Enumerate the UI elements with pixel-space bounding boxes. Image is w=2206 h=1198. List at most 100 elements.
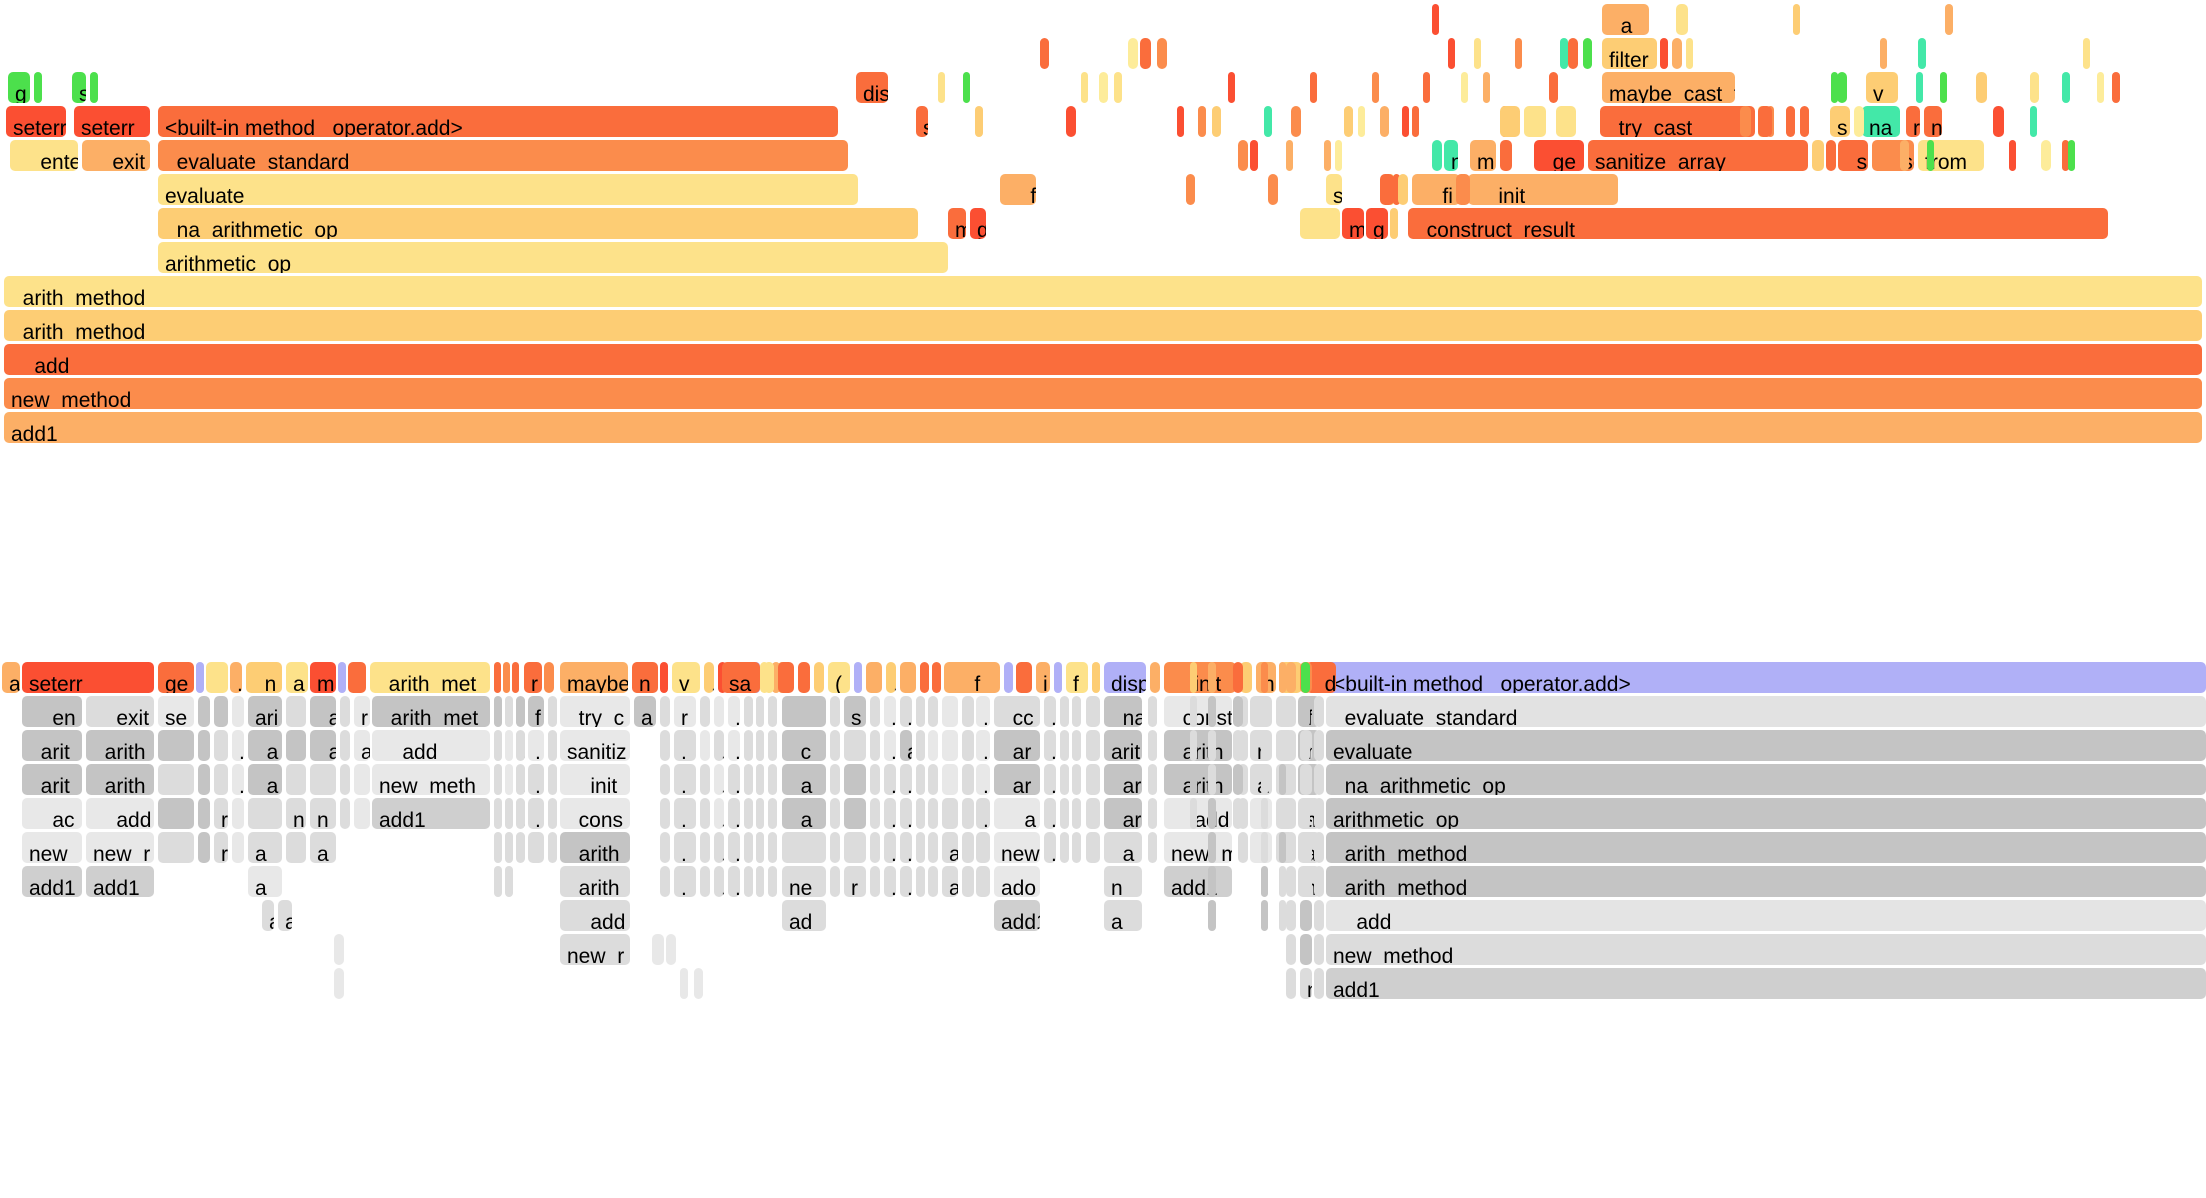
frame-thin[interactable] (1114, 72, 1122, 103)
frame-side-g-0[interactable]: g (8, 72, 30, 103)
frame-selected-new-method[interactable]: new_method (1326, 934, 2206, 965)
frame-caller-stack[interactable] (768, 798, 777, 829)
frame-caller-col-10[interactable] (920, 662, 929, 693)
frame-caller-stack[interactable]: _ar (994, 730, 1040, 761)
frame-caller-stack[interactable] (548, 764, 557, 795)
frame-thin[interactable] (1568, 38, 1578, 69)
frame-thin[interactable] (2112, 72, 2120, 103)
frame-caller-top-micro[interactable] (1301, 662, 1310, 693)
frame-caller-stack[interactable]: _ (286, 730, 306, 761)
frame-caller-stack[interactable]: . (728, 798, 740, 829)
frame-caller-stack[interactable]: new_r (560, 934, 630, 965)
frame-caller-col-17[interactable]: f (1066, 662, 1088, 693)
frame-caller-stack[interactable] (768, 832, 777, 863)
frame-caller-stack[interactable]: sanitiz (560, 730, 630, 761)
frame-caller-stack[interactable]: . (674, 866, 696, 897)
frame-thin[interactable] (1412, 106, 1419, 137)
frame-caller-stack[interactable] (548, 832, 557, 863)
frame-caller-stack[interactable] (660, 696, 670, 727)
frame-caller-stack[interactable]: _ (286, 696, 306, 727)
frame-caller-stack[interactable] (494, 866, 502, 897)
frame--add-[interactable]: __add__ (4, 344, 2202, 375)
frame-caller-stack[interactable]: f (528, 696, 544, 727)
frame-caller-stack[interactable] (1279, 730, 1286, 761)
frame-caller-tail[interactable] (680, 968, 688, 999)
frame-thin[interactable] (1993, 106, 2004, 137)
frame-caller-stack[interactable]: a (248, 832, 282, 863)
frame-caller-stack[interactable]: _ (158, 798, 194, 829)
frame-caller-stack[interactable]: _c (782, 730, 826, 761)
frame-caller-stack[interactable]: se (158, 696, 194, 727)
frame-caller-col-11[interactable] (932, 662, 941, 693)
frame-side-disp-8[interactable]: disp (856, 72, 888, 103)
frame-caller-stack[interactable]: a (1104, 900, 1142, 931)
frame-caller-stack[interactable] (700, 696, 710, 727)
frame-caller-stack[interactable] (1233, 696, 1243, 727)
frame-thin[interactable] (1393, 174, 1400, 205)
frame-thin[interactable] (1228, 72, 1235, 103)
frame-thin[interactable] (963, 72, 970, 103)
frame-caller-stack[interactable] (1261, 900, 1268, 931)
frame-caller-col-2[interactable]: _ (778, 662, 794, 693)
frame-caller-stack[interactable] (756, 696, 764, 727)
frame-caller-stack[interactable]: _ (1300, 934, 1312, 965)
frame-caller-a-7[interactable]: a (286, 662, 308, 693)
frame-u-row5[interactable] (1456, 174, 1470, 205)
frame-caller-stack[interactable] (870, 730, 880, 761)
frame-thin[interactable] (1793, 4, 1800, 35)
frame-caller-stack[interactable]: a (310, 832, 336, 863)
frame-caller-stack[interactable] (768, 764, 777, 795)
frame-caller-stack[interactable]: _a (782, 798, 826, 829)
frame-caller-_-10[interactable]: _ (348, 662, 366, 693)
frame-thin[interactable] (1128, 38, 1138, 69)
frame-caller-stack[interactable] (916, 832, 925, 863)
frame-caller-top-micro[interactable] (1261, 662, 1268, 693)
frame-caller-stack[interactable]: _arith_ (1164, 764, 1232, 795)
frame-side-anon-3[interactable] (90, 72, 98, 103)
frame-caller-stack[interactable]: __exit (86, 696, 154, 727)
frame-caller-stack[interactable] (1208, 866, 1216, 897)
frame-spike-6[interactable] (2062, 72, 2070, 103)
frame-caller-stack[interactable] (660, 764, 670, 795)
frame-caller-col-12[interactable]: __f (944, 662, 1000, 693)
frame-caller-stack[interactable] (928, 730, 938, 761)
frame-caller-stack[interactable]: __add__ (372, 730, 490, 761)
frame-caller-stack[interactable]: __ (248, 798, 282, 829)
frame-caller-stack[interactable] (548, 798, 557, 829)
frame-thin[interactable] (1238, 140, 1248, 171)
frame-side-__fi-12[interactable]: __fi (1000, 174, 1036, 205)
frame-spike-7[interactable] (1380, 106, 1389, 137)
frame-caller-anon-14[interactable] (512, 662, 519, 693)
frame-caller-stack[interactable] (634, 764, 656, 795)
frame-caller-stack[interactable]: . (1044, 696, 1056, 727)
frame-s-row5[interactable]: s (1326, 174, 1342, 205)
frame-n2-row4[interactable]: n (1444, 140, 1458, 171)
frame-caller-stack[interactable] (286, 832, 306, 863)
frame-caller-stack[interactable]: a (354, 730, 370, 761)
frame-teal-row4[interactable] (1432, 140, 1442, 171)
frame-caller-stack[interactable]: _ar (994, 764, 1040, 795)
frame-n-row4[interactable] (1500, 140, 1512, 171)
frame-thin[interactable] (1268, 174, 1278, 205)
frame-thin[interactable] (1940, 72, 1947, 103)
frame-caller-stack[interactable]: . (505, 730, 513, 761)
frame-caller-stack[interactable] (494, 798, 502, 829)
frame-pale-row3a[interactable]: _ (1500, 106, 1520, 137)
frame-caller-stack[interactable] (830, 696, 840, 727)
frame-caller-stack[interactable]: new_m (1164, 832, 1232, 863)
frame-side-seterr-4[interactable]: seterr (6, 106, 66, 137)
frame-caller-stack[interactable]: r (354, 696, 370, 727)
frame-pale-row3c[interactable]: _ (1556, 106, 1576, 137)
frame-caller-stack[interactable]: . (528, 764, 544, 795)
frame-caller-stack[interactable]: . (900, 832, 912, 863)
frame-caller-stack[interactable]: __ac (22, 798, 82, 829)
frame-caller-stack[interactable]: add1 (994, 900, 1040, 931)
frame-caller-stack[interactable] (976, 832, 990, 863)
frame-caller-stack[interactable] (870, 866, 880, 897)
frame-caller-stack[interactable]: _a (782, 764, 826, 795)
frame-spike-2[interactable] (1918, 38, 1926, 69)
frame-caller-stack[interactable] (494, 730, 502, 761)
frame-caller-stack[interactable]: . (674, 798, 696, 829)
frame-caller-stack[interactable] (756, 764, 764, 795)
frame-caller-stack[interactable]: . (516, 730, 525, 761)
